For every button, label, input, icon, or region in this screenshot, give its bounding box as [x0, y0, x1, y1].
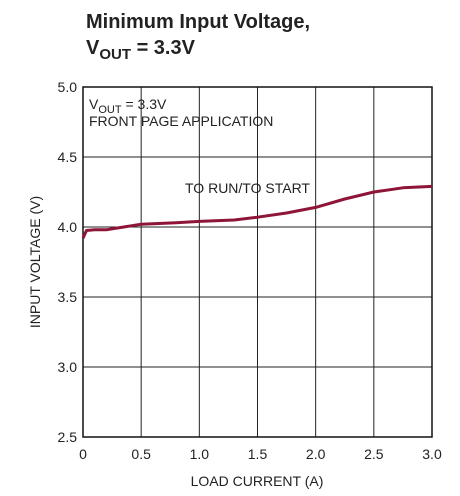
data-line	[81, 184, 433, 239]
annotation: VOUT = 3.3V	[89, 96, 167, 116]
y-tick-label: 4.5	[58, 149, 78, 165]
x-tick-label: 1.0	[190, 446, 210, 462]
y-tick-label: 3.5	[58, 289, 78, 305]
x-tick-label: 0.5	[131, 446, 151, 462]
annotation-rest: = 3.3V	[122, 96, 167, 112]
x-tick-label: 2.5	[364, 446, 384, 462]
subtitle-sub: OUT	[99, 46, 131, 63]
plot-frame	[82, 86, 433, 438]
annotation-sub: OUT	[98, 104, 122, 116]
y-axis-label: INPUT VOLTAGE (V)	[27, 196, 43, 328]
annotation-main: V	[89, 96, 99, 112]
subtitle-main: V	[86, 37, 100, 59]
subtitle-rest: = 3.3V	[131, 37, 196, 59]
y-tick-label: 2.5	[58, 429, 78, 445]
x-tick-label: 0	[79, 446, 87, 462]
chart-subtitle: VOUT = 3.3V	[86, 37, 196, 63]
y-tick-label: 5.0	[58, 79, 78, 95]
x-tick-label: 2.0	[306, 446, 326, 462]
annotation: TO RUN/TO START	[185, 180, 310, 196]
chart-title: Minimum Input Voltage,	[86, 11, 310, 33]
annotation: FRONT PAGE APPLICATION	[89, 113, 273, 129]
y-tick-label: 3.0	[58, 359, 78, 375]
x-tick-label: 1.5	[248, 446, 268, 462]
x-axis-label: LOAD CURRENT (A)	[191, 473, 324, 489]
y-tick-label: 4.0	[58, 219, 78, 235]
x-tick-label: 3.0	[422, 446, 442, 462]
